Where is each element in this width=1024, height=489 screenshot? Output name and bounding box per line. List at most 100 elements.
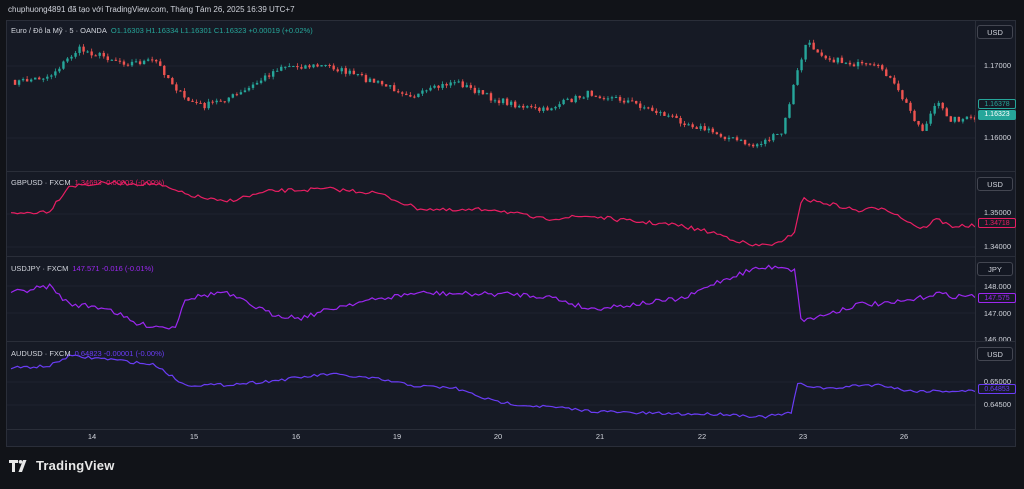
eurusd-candle-body — [949, 116, 952, 122]
eurusd-candle-body — [699, 126, 702, 129]
eurusd-candle-body — [348, 70, 352, 74]
eurusd-candle-body — [21, 79, 25, 81]
eurusd-candle-body — [586, 90, 589, 98]
eurusd-candle-body — [671, 115, 674, 117]
eurusd-candle-body — [816, 49, 819, 53]
eurusd-candle-body — [885, 69, 888, 77]
audusd-price-axis[interactable]: USD 0.65000 0.64500 0.64853 — [975, 342, 1017, 429]
pane-separator[interactable] — [7, 256, 1015, 257]
eurusd-candle-body — [425, 90, 428, 92]
eurusd-candle-body — [534, 106, 537, 108]
gbpusd-price-axis[interactable]: USD 1.35000 1.34000 1.34718 — [975, 172, 1017, 256]
eurusd-candle-body — [62, 61, 65, 69]
eurusd-candle-body — [526, 106, 529, 108]
usdjpy-legend-values: 147.571 -0.016 (-0.01%) — [72, 264, 154, 273]
usdjpy-price-axis[interactable]: JPY 148.000 147.000 146.000 147.575 — [975, 257, 1017, 344]
eurusd-candle-body — [772, 134, 775, 141]
eurusd-candle-body — [320, 65, 323, 67]
eurusd-candle-body — [840, 57, 844, 63]
eurusd-candle-body — [271, 71, 275, 77]
eurusd-candle-body — [29, 79, 33, 82]
eurusd-candle-body — [792, 84, 795, 105]
eurusd-candle-body — [731, 137, 735, 139]
eurusd-candle-body — [231, 94, 235, 98]
eurusd-candle-body — [437, 85, 440, 88]
eurusd-candle-body — [243, 90, 247, 93]
eurusd-candle-body — [17, 80, 21, 85]
eurusd-candle-body — [368, 78, 372, 82]
eurusd-candle-body — [401, 92, 404, 94]
eurusd-candle-body — [937, 102, 940, 106]
chart-plot-area[interactable] — [7, 21, 975, 429]
eurusd-candle-body — [695, 127, 698, 129]
eurusd-candle-body — [360, 74, 364, 76]
eurusd-candle-body — [743, 139, 747, 145]
eurusd-candle-body — [25, 79, 29, 82]
tradingview-logo-text: TradingView — [36, 458, 115, 473]
eurusd-candle-body — [481, 90, 485, 95]
audusd-legend-values: 0.64823 -0.00001 (-0.00%) — [74, 349, 165, 358]
eurusd-candle-body — [804, 44, 807, 60]
time-label: 20 — [493, 432, 503, 441]
eurusd-candle-body — [86, 51, 89, 53]
eurusd-candle-body — [905, 99, 908, 103]
eurusd-candle-body — [622, 100, 626, 103]
pane-separator[interactable] — [7, 341, 1015, 342]
eurusd-candle-body — [852, 64, 856, 67]
eurusd-candle-body — [409, 95, 412, 97]
eurusd-candle-body — [74, 52, 77, 57]
eurusd-candle-body — [336, 69, 339, 72]
pane-separator[interactable] — [7, 171, 1015, 172]
eurusd-candle-body — [687, 124, 690, 126]
eurusd-candle-body — [501, 98, 505, 104]
gbpusd-legend-symbol: GBPUSD · FXCM — [11, 178, 71, 187]
usdjpy-line — [10, 264, 975, 330]
eurusd-candle-body — [881, 65, 884, 70]
eurusd-candle-body — [13, 80, 17, 85]
usdjpy-tick: 148.000 — [983, 282, 1011, 291]
eurusd-candle-body — [276, 70, 279, 72]
eurusd-candle-body — [263, 75, 267, 81]
eurusd-candle-body — [679, 118, 682, 124]
eurusd-candle-body — [630, 100, 634, 102]
gbpusd-line — [10, 180, 975, 247]
eurusd-candle-body — [747, 144, 751, 146]
eurusd-candle-body — [602, 98, 606, 100]
eurusd-candle-body — [768, 139, 771, 141]
eurusd-candle-body — [235, 94, 239, 96]
eurusd-candle-body — [933, 105, 936, 114]
eurusd-candle-body — [897, 83, 900, 91]
tradingview-logo-icon — [9, 459, 27, 472]
eurusd-candle-body — [42, 78, 45, 80]
usdjpy-currency-button[interactable]: JPY — [977, 262, 1013, 276]
audusd-currency-button[interactable]: USD — [977, 347, 1013, 361]
eurusd-candle-body — [82, 46, 85, 52]
eurusd-candle-body — [38, 77, 41, 80]
eurusd-candle-body — [199, 102, 202, 104]
eurusd-candle-body — [207, 101, 210, 109]
eurusd-candle-body — [159, 61, 162, 66]
eurusd-candle-body — [864, 63, 868, 65]
eurusd-candle-body — [247, 87, 251, 91]
eurusd-candle-body — [392, 85, 396, 92]
eurusd-candle-body — [643, 107, 646, 109]
tradingview-logo[interactable]: TradingView — [9, 458, 115, 473]
eurusd-candle-body — [707, 128, 710, 131]
eurusd-currency-button[interactable]: USD — [977, 25, 1013, 39]
eurusd-price-axis[interactable]: USD 1.17000 1.16000 1.16378 1.16323 — [975, 21, 1017, 171]
usdjpy-legend-symbol: USDJPY · FXCM — [11, 264, 69, 273]
eurusd-candle-body — [134, 61, 138, 63]
eurusd-candle-body — [179, 90, 182, 92]
chart-frame[interactable]: Euro / Đô la Mỹ · 5 · OANDA O1.16303 H1.1… — [6, 20, 1016, 447]
audusd-tick: 0.64500 — [983, 400, 1011, 409]
eurusd-candle-body — [255, 82, 259, 85]
eurusd-candle-body — [667, 115, 670, 117]
eurusd-candle-body — [513, 101, 517, 108]
gbpusd-currency-button[interactable]: USD — [977, 177, 1013, 191]
eurusd-candle-body — [691, 124, 694, 128]
eurusd-candle-body — [195, 101, 198, 103]
eurusd-candle-body — [78, 46, 81, 53]
eurusd-candle-body — [46, 76, 49, 79]
eurusd-candle-body — [251, 84, 255, 88]
eurusd-candle-body — [239, 92, 243, 95]
